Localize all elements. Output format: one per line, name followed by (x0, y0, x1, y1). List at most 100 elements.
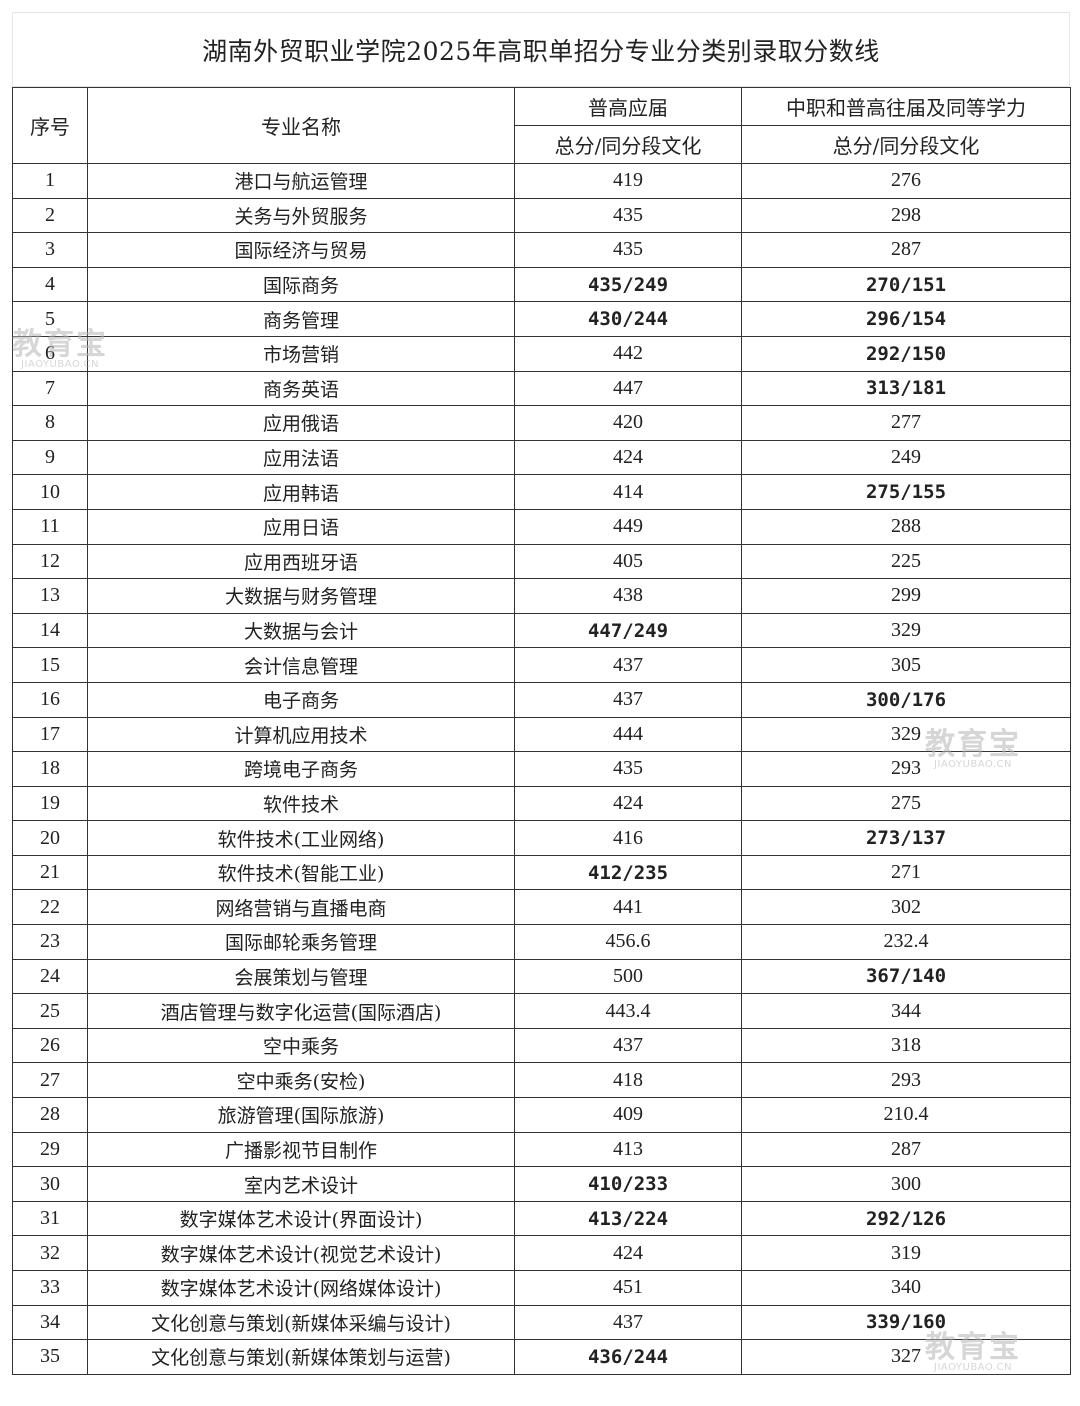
cell-major-name: 商务英语 (87, 370, 515, 407)
header-no: 序号 (12, 87, 88, 164)
cell-score-fresh: 500 (514, 958, 742, 995)
table-row: 23 国际邮轮乘务管理 456.6 232.4 (12, 924, 1071, 960)
cell-score-fresh: 444 (514, 716, 742, 753)
cell-no: 29 (12, 1131, 88, 1168)
cell-score-past: 300 (741, 1166, 1071, 1202)
cell-score-past: 292/150 (741, 335, 1071, 372)
cell-no: 2 (12, 197, 88, 234)
cell-score-fresh: 430/244 (514, 301, 742, 337)
cell-major-name: 应用韩语 (87, 474, 515, 510)
cell-score-fresh: 451 (514, 1270, 742, 1306)
cell-score-fresh: 424 (514, 439, 742, 476)
table-row: 24 会展策划与管理 500 367/140 (12, 958, 1071, 995)
table-row: 3 国际经济与贸易 435 287 (12, 232, 1071, 268)
cell-score-fresh: 424 (514, 785, 742, 822)
admission-score-table: 序号 专业名称 普高应届 中职和普高往届及同等学力 总分/同分段文化 总分/同分… (12, 87, 1071, 1375)
cell-major-name: 数字媒体艺术设计(界面设计) (87, 1200, 515, 1237)
cell-score-fresh: 414 (514, 474, 742, 510)
watermark-logo: 教育宝 JIAOYUBAO.CN (12, 327, 108, 370)
table-row: 31 数字媒体艺术设计(界面设计) 413/224 292/126 (12, 1200, 1071, 1237)
cell-no: 12 (12, 543, 88, 580)
cell-score-past: 293 (741, 1062, 1071, 1099)
cell-no: 17 (12, 716, 88, 753)
cell-score-past: 287 (741, 232, 1071, 268)
cell-score-fresh: 435/249 (514, 266, 742, 303)
cell-score-fresh: 413 (514, 1131, 742, 1168)
cell-score-fresh: 449 (514, 508, 742, 545)
table-row: 15 会计信息管理 437 305 (12, 647, 1071, 683)
header-major: 专业名称 (87, 87, 515, 164)
cell-major-name: 空中乘务 (87, 1027, 515, 1064)
table-row: 25 酒店管理与数字化运营(国际酒店) 443.4 344 (12, 993, 1071, 1029)
cell-score-past: 302 (741, 889, 1071, 926)
cell-no: 26 (12, 1027, 88, 1064)
cell-no: 24 (12, 958, 88, 995)
cell-score-fresh: 410/233 (514, 1166, 742, 1202)
cell-no: 31 (12, 1200, 88, 1237)
cell-major-name: 旅游管理(国际旅游) (87, 1097, 515, 1133)
cell-no: 15 (12, 647, 88, 683)
cell-score-past: 298 (741, 197, 1071, 234)
cell-score-past: 277 (741, 405, 1071, 441)
cell-no: 4 (12, 266, 88, 303)
header-sub-score-1: 总分/同分段文化 (514, 125, 742, 164)
cell-score-past: 293 (741, 751, 1071, 787)
cell-score-fresh: 447/249 (514, 612, 742, 649)
table-row: 17 计算机应用技术 444 329 (12, 716, 1071, 753)
cell-score-past: 318 (741, 1027, 1071, 1064)
header-row-2: 总分/同分段文化 总分/同分段文化 (13, 125, 1071, 164)
cell-major-name: 数字媒体艺术设计(视觉艺术设计) (87, 1235, 515, 1271)
cell-score-past: 300/176 (741, 681, 1071, 718)
cell-major-name: 港口与航运管理 (87, 163, 515, 199)
cell-score-past: 329 (741, 716, 1071, 753)
cell-major-name: 大数据与财务管理 (87, 578, 515, 614)
cell-score-fresh: 437 (514, 1027, 742, 1064)
cell-no: 9 (12, 439, 88, 476)
cell-major-name: 应用俄语 (87, 405, 515, 441)
cell-score-fresh: 443.4 (514, 993, 742, 1029)
cell-score-fresh: 405 (514, 543, 742, 580)
cell-score-past: 367/140 (741, 958, 1071, 995)
cell-no: 19 (12, 785, 88, 822)
cell-major-name: 应用西班牙语 (87, 543, 515, 580)
cell-score-fresh: 436/244 (514, 1339, 742, 1375)
cell-score-fresh: 437 (514, 1304, 742, 1341)
table-row: 34 文化创意与策划(新媒体采编与设计) 437 339/160 (12, 1304, 1071, 1341)
cell-score-fresh: 437 (514, 681, 742, 718)
table-row: 14 大数据与会计 447/249 329 (12, 612, 1071, 649)
cell-no: 7 (12, 370, 88, 407)
cell-no: 11 (12, 508, 88, 545)
cell-major-name: 国际邮轮乘务管理 (87, 924, 515, 960)
table-row: 30 室内艺术设计 410/233 300 (12, 1166, 1071, 1202)
cell-score-fresh: 441 (514, 889, 742, 926)
table-row: 8 应用俄语 420 277 (12, 405, 1071, 441)
cell-score-past: 299 (741, 578, 1071, 614)
document-title: 湖南外贸职业学院2025年高职单招分专业分类别录取分数线 (12, 12, 1070, 87)
cell-score-fresh: 456.6 (514, 924, 742, 960)
cell-score-past: 344 (741, 993, 1071, 1029)
cell-score-past: 329 (741, 612, 1071, 649)
cell-major-name: 商务管理 (87, 301, 515, 337)
cell-major-name: 空中乘务(安检) (87, 1062, 515, 1099)
table-row: 9 应用法语 424 249 (12, 439, 1071, 476)
cell-major-name: 计算机应用技术 (87, 716, 515, 753)
cell-score-past: 319 (741, 1235, 1071, 1271)
table-row: 22 网络营销与直播电商 441 302 (12, 889, 1071, 926)
table-row: 27 空中乘务(安检) 418 293 (12, 1062, 1071, 1099)
table-row: 29 广播影视节目制作 413 287 (12, 1131, 1071, 1168)
cell-major-name: 国际经济与贸易 (87, 232, 515, 268)
table-row: 11 应用日语 449 288 (12, 508, 1071, 545)
table-row: 4 国际商务 435/249 270/151 (12, 266, 1071, 303)
cell-major-name: 市场营销 (87, 335, 515, 372)
cell-score-past: 232.4 (741, 924, 1071, 960)
cell-score-past: 275/155 (741, 474, 1071, 510)
cell-score-past: 305 (741, 647, 1071, 683)
cell-major-name: 网络营销与直播电商 (87, 889, 515, 926)
cell-no: 35 (12, 1339, 88, 1375)
table-row: 20 软件技术(工业网络) 416 273/137 (12, 820, 1071, 856)
cell-score-past: 275 (741, 785, 1071, 822)
table-body: 1 港口与航运管理 419 276 2 关务与外贸服务 435 298 3 国际经济与贸易 435 2… (12, 163, 1071, 1375)
table-row: 16 电子商务 437 300/176 (12, 681, 1071, 718)
cell-score-fresh: 412/235 (514, 854, 742, 891)
cell-no: 25 (12, 993, 88, 1029)
